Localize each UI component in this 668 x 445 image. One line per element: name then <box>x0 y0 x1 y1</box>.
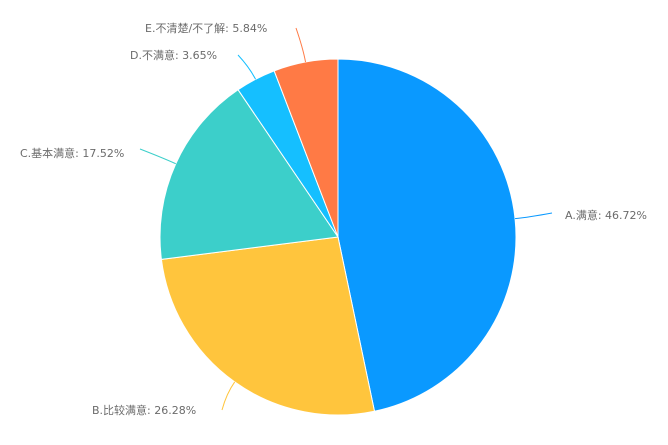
label-leader-line <box>295 27 307 63</box>
slice-label: C.基本满意: 17.52% <box>20 146 124 160</box>
label-leader-line <box>515 212 553 220</box>
slice-label: A.满意: 46.72% <box>565 208 647 222</box>
slice-label: E.不清楚/不了解: 5.84% <box>145 21 267 35</box>
label-leader-line <box>221 381 236 411</box>
pie-slice[interactable] <box>160 236 376 416</box>
label-leader-line <box>237 54 257 80</box>
pie-slice[interactable] <box>273 58 339 238</box>
pie-slice[interactable] <box>337 58 517 412</box>
slice-label: D.不满意: 3.65% <box>130 48 217 62</box>
slice-label: B.比较满意: 26.28% <box>92 403 196 417</box>
label-leader-line <box>139 148 176 165</box>
